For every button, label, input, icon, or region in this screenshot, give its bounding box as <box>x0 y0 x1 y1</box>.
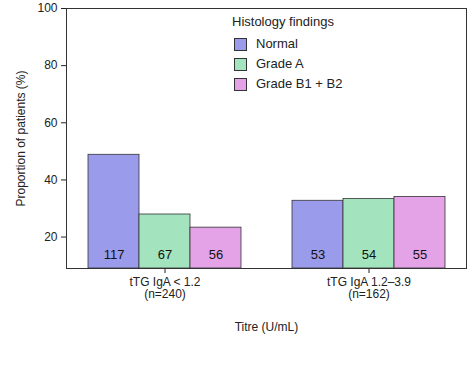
svg-text:Titre (U/mL): Titre (U/mL) <box>235 320 299 334</box>
svg-text:54: 54 <box>362 247 376 262</box>
svg-text:tTG IgA 1.2–3.9(n=162): tTG IgA 1.2–3.9(n=162) <box>327 275 411 301</box>
svg-text:67: 67 <box>158 247 172 262</box>
html-text:Histology findings: Histology findings <box>232 14 334 29</box>
html-text:Normal: Normal <box>256 36 298 51</box>
svg-text:20: 20 <box>44 230 58 244</box>
svg-text:Proportion of patients (%): Proportion of patients (%) <box>14 70 28 206</box>
svg-text:60: 60 <box>44 116 58 130</box>
html-text:Grade A: Grade A <box>256 56 304 71</box>
svg-text:56: 56 <box>209 247 223 262</box>
svg-text:100: 100 <box>37 1 57 15</box>
svg-text:53: 53 <box>311 247 325 262</box>
html-text:Grade B1 + B2: Grade B1 + B2 <box>256 76 343 91</box>
svg-text:117: 117 <box>104 247 125 262</box>
svg-text:tTG IgA < 1.2(n=240): tTG IgA < 1.2(n=240) <box>129 275 200 301</box>
svg-text:80: 80 <box>44 58 58 72</box>
svg-text:55: 55 <box>413 247 427 262</box>
svg-text:40: 40 <box>44 173 58 187</box>
